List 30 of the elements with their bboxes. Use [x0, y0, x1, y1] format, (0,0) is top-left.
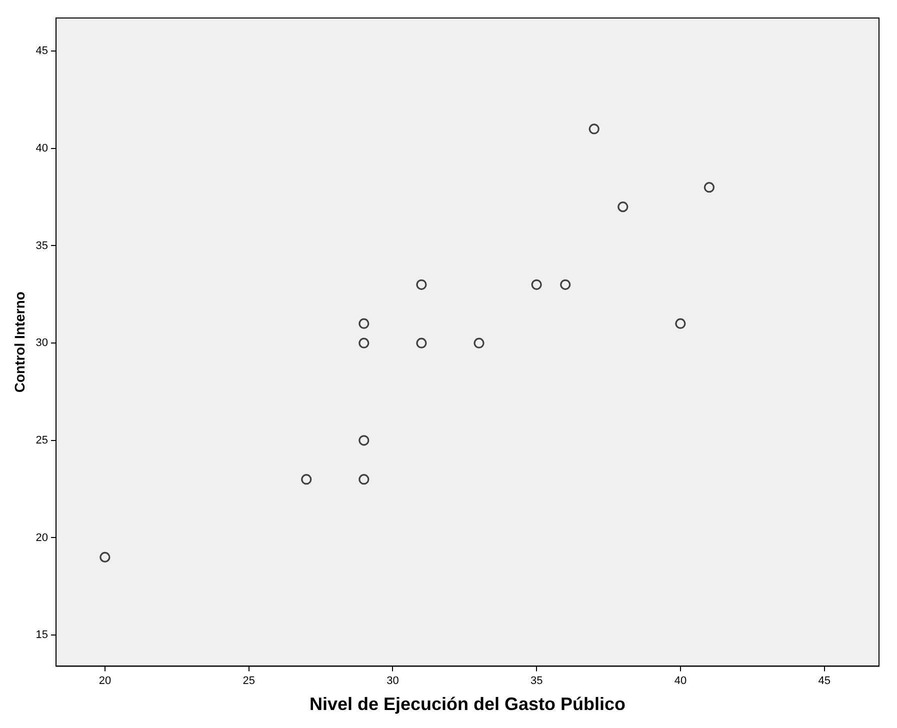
x-tick-label: 35: [530, 674, 543, 687]
point: [358, 318, 370, 329]
y-tick-label: 35: [36, 240, 48, 252]
y-tick-label: 25: [36, 434, 48, 446]
y-tick-label: 45: [36, 45, 48, 58]
y-tick-label: 30: [36, 337, 48, 350]
point: [416, 279, 427, 290]
point: [358, 474, 370, 485]
x-tick-label: 45: [818, 674, 830, 687]
y-axis-title: Control Interno: [11, 292, 28, 393]
point: [588, 124, 600, 134]
y-tick-label: 15: [36, 629, 48, 642]
x-tick-label: 30: [386, 674, 399, 687]
x-axis-title: Nivel de Ejecución del Gasto Público: [309, 694, 626, 714]
point: [301, 474, 312, 485]
x-tick-label: 25: [242, 674, 255, 687]
x-tick-label: 20: [98, 674, 112, 687]
point: [358, 338, 370, 348]
point: [560, 279, 571, 290]
point: [618, 202, 628, 212]
point: [358, 435, 370, 446]
y-tick-label: 20: [36, 532, 48, 544]
point: [531, 279, 542, 290]
point: [474, 338, 484, 348]
y-tick-label: 40: [36, 142, 48, 154]
point: [100, 552, 110, 562]
point: [675, 318, 686, 329]
point: [704, 182, 715, 193]
point: [416, 338, 427, 348]
x-tick-label: 40: [674, 674, 687, 687]
